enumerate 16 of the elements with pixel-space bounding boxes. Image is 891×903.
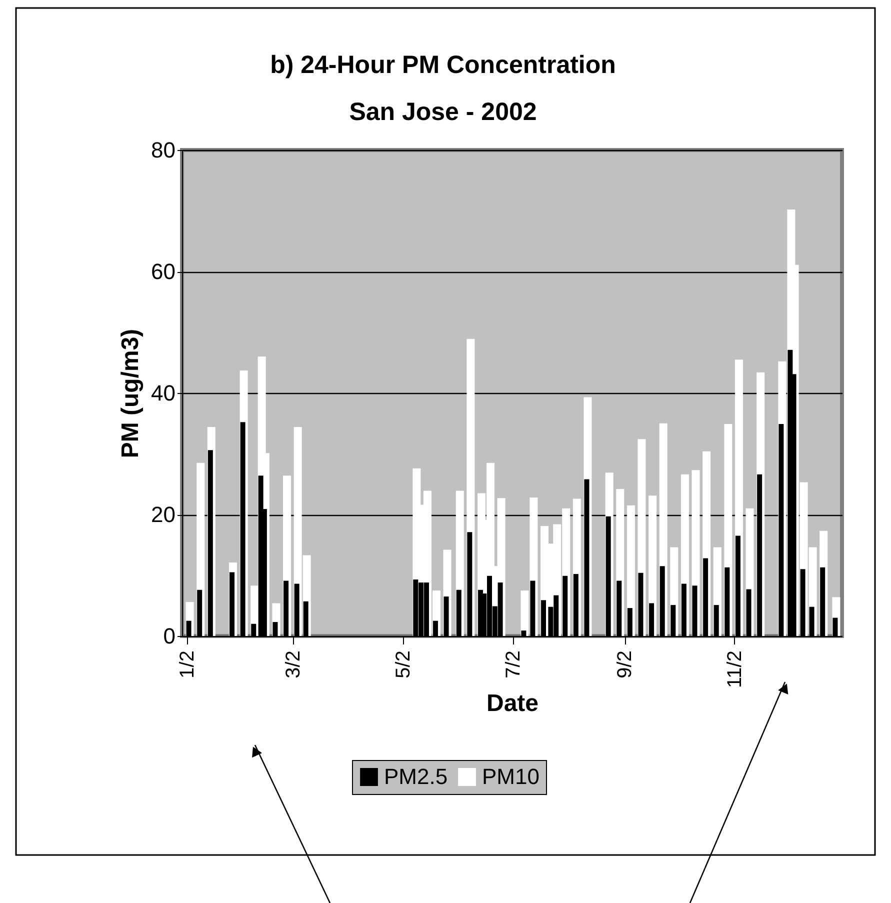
y-tick-label: 20 (151, 502, 176, 527)
x-tick-label: 11/2 (724, 650, 746, 688)
legend-label: PM2.5 (384, 764, 448, 789)
x-axis-title: Date (486, 690, 539, 717)
y-tick-label: 40 (151, 380, 176, 406)
x-tick-label: 1/2 (176, 650, 198, 678)
y-tick-label: 80 (151, 138, 176, 162)
x-tick-label: 9/2 (614, 650, 636, 678)
x-tick-label: 3/2 (282, 650, 305, 678)
x-tick-label: 7/2 (502, 650, 524, 678)
y-tick-label: 0 (163, 624, 176, 648)
x-tick-label: 5/2 (392, 650, 415, 678)
y-axis-title: PM (ug/m3) (117, 328, 144, 458)
y-tick-label: 60 (151, 259, 176, 284)
chart-title: b) 24-Hour PM Concentration San Jose - 2002 (270, 51, 616, 126)
legend-label: PM10 (482, 764, 540, 789)
